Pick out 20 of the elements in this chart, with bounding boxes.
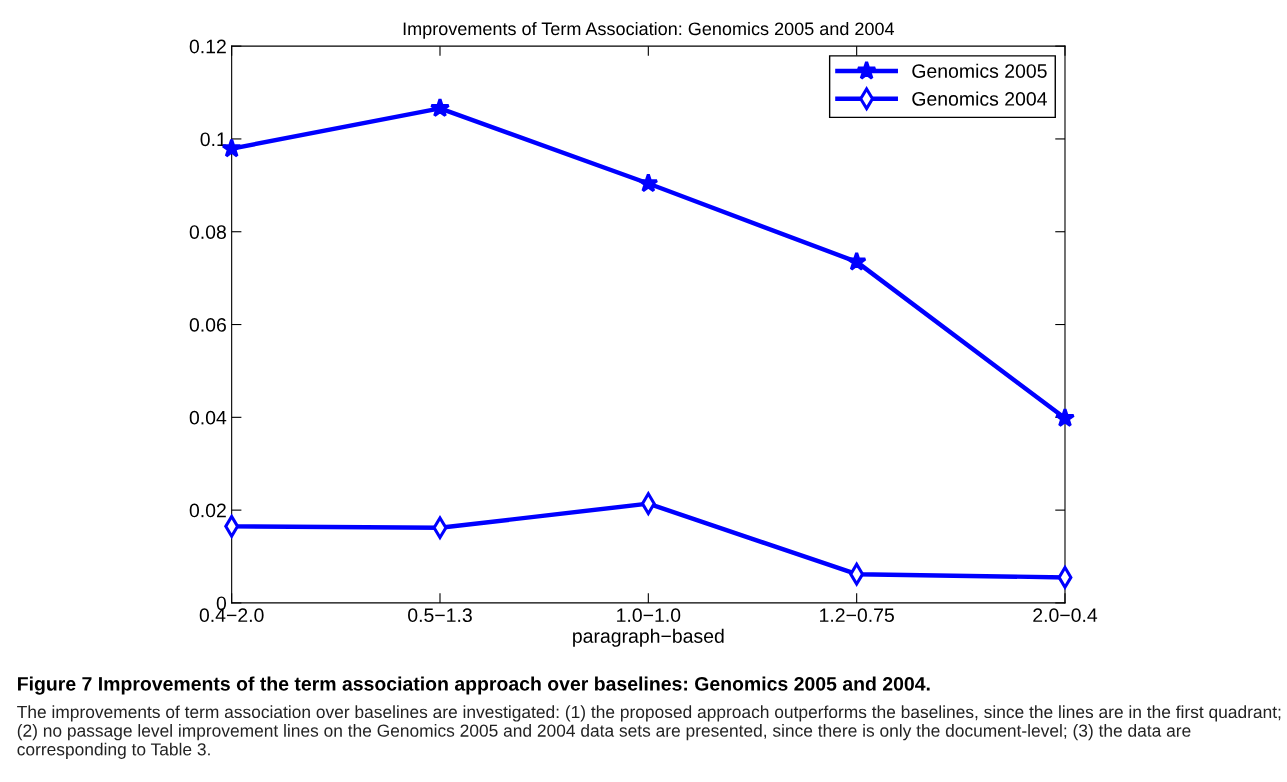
legend-label: Genomics 2004 [912, 91, 1047, 106]
y-tick-label: 0.12 [189, 39, 226, 54]
x-axis-title: paragraph−based [573, 628, 724, 647]
point [429, 97, 451, 118]
y-tick-label: 0.06 [189, 318, 226, 332]
x-tick-label: 2.0−0.4 [1033, 608, 1098, 623]
point [1054, 407, 1076, 428]
legend-label: Genomics 2005 [912, 63, 1047, 78]
text: The improvements of term association over baselines are investigated: (1) the proposed approach outperforms the baselines, since the lines are in the first quadrant; (2) no passage level improvement lines on the Genomics 2005 and 2004 data sets are presented, since there is only the document-level; (3) the data are corresponding to Table 3. [17, 705, 1281, 759]
point [846, 251, 867, 271]
y-tick-label: 0.02 [189, 503, 226, 518]
point [638, 172, 659, 193]
x-tick-label: 0.5−1.3 [408, 608, 472, 623]
y-tick-label: 0.1 [200, 132, 226, 147]
x-tick-label: 1.2−0.75 [820, 608, 894, 623]
x-tick-label: 1.0−1.0 [617, 608, 681, 623]
caption: Figure 7 Improvements of the term association approach over baselines: Genomics 2005 and 2004. [18, 676, 930, 695]
y-tick-label: 0.08 [189, 225, 226, 239]
y-tick-label: 0.04 [189, 410, 227, 425]
chart-title: Improvements of Term Association: Genomics 2005 and 2004 [403, 21, 895, 39]
